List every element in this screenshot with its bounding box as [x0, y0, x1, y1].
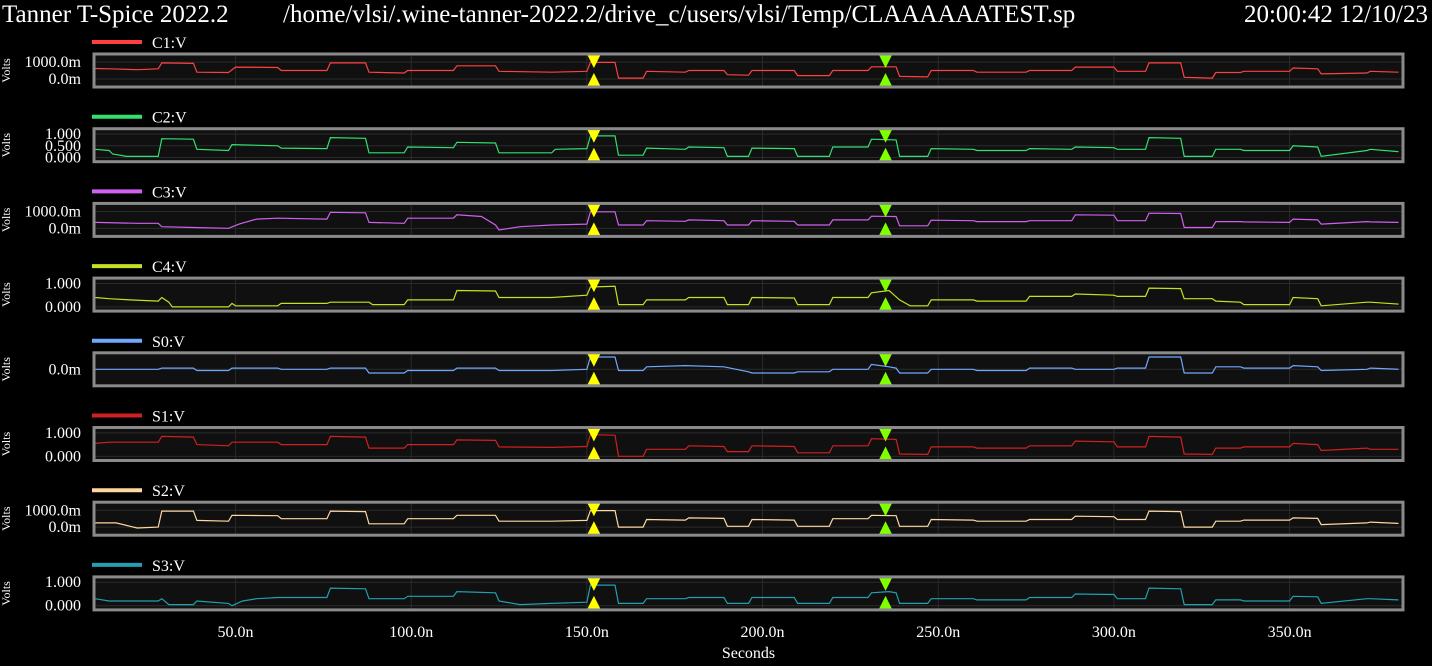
- cursor-marker-bottom: [878, 297, 893, 312]
- waveform-trace: [95, 510, 1399, 529]
- x-tick-label: 250.0n: [916, 624, 960, 641]
- cursor-marker-top: [878, 502, 893, 517]
- y-tick-label: 0.0m: [49, 361, 82, 378]
- waveform-trace: [94, 135, 1399, 158]
- y-tick-label: 1.000: [45, 425, 81, 442]
- cursor-marker-bottom: [878, 222, 893, 237]
- cursor-marker-top: [586, 427, 601, 442]
- y-axis-label: Volts: [0, 357, 13, 382]
- legend-label: S2:V: [152, 483, 185, 500]
- cursor-marker-bottom: [878, 446, 893, 461]
- y-axis-label: Volts: [0, 506, 13, 531]
- cursor-marker-top: [878, 576, 893, 591]
- y-tick-label: 1000.0m: [25, 502, 82, 519]
- cursor-marker-top: [586, 203, 601, 218]
- cursor-marker-bottom: [586, 297, 601, 312]
- y-tick-label: 0.000: [45, 598, 81, 615]
- x-axis-label: Seconds: [722, 645, 775, 662]
- cursor-marker-bottom: [586, 595, 601, 610]
- cursor-marker-bottom: [586, 446, 601, 461]
- x-tick-label: 350.0n: [1268, 624, 1312, 641]
- panel-frame: [92, 575, 1405, 612]
- panel-frame: [92, 52, 1405, 89]
- cursor-marker-top: [878, 352, 893, 367]
- x-tick-label: 100.0n: [389, 624, 433, 641]
- app-title: Tanner T-Spice 2022.2: [2, 1, 229, 28]
- waveform-trace: [94, 285, 1399, 308]
- panel-frame: [92, 426, 1405, 462]
- cursor-marker-top: [586, 278, 601, 293]
- panel-frame: [92, 201, 1405, 238]
- y-tick-label: 1.000: [45, 574, 81, 591]
- cursor-marker-bottom: [878, 371, 893, 386]
- cursor-marker-top: [878, 54, 893, 68]
- cursor-marker-top: [878, 278, 893, 293]
- y-tick-label: 0.000: [45, 150, 81, 167]
- waveform-trace: [94, 61, 1399, 79]
- panel-background: [95, 203, 1402, 237]
- legend-label: S0:V: [152, 334, 185, 351]
- cursor-marker-bottom: [586, 73, 601, 87]
- waveform-trace: [94, 584, 1399, 607]
- panel-frame: [92, 500, 1405, 537]
- cursor-marker-bottom: [878, 521, 893, 536]
- y-axis-label: Volts: [0, 282, 13, 307]
- cursor-marker-bottom: [878, 595, 893, 610]
- cursor-marker-top: [586, 576, 601, 591]
- y-tick-label: 0.000: [45, 448, 81, 465]
- cursor-marker-bottom: [586, 521, 601, 536]
- waveform-trace: [94, 434, 1399, 457]
- y-tick-label: 1.000: [45, 275, 81, 292]
- cursor-marker-bottom: [586, 371, 601, 386]
- panel-frame: [92, 127, 1405, 164]
- timestamp: 20:00:42 12/10/23: [1243, 1, 1428, 28]
- x-tick-label: 150.0n: [565, 624, 609, 641]
- cursor-marker-top: [586, 128, 601, 143]
- y-tick-label: 0.0m: [49, 519, 82, 536]
- cursor-marker-bottom: [878, 73, 893, 87]
- y-axis-label: Volts: [0, 133, 13, 158]
- y-tick-label: 0.0m: [49, 220, 82, 237]
- cursor-marker-top: [586, 502, 601, 517]
- legend-label: C4:V: [152, 259, 187, 276]
- y-tick-label: 0.500: [45, 138, 81, 155]
- cursor-marker-top: [586, 54, 601, 68]
- x-tick-label: 50.0n: [218, 624, 254, 641]
- y-axis-label: Volts: [0, 431, 13, 456]
- legend-label: S1:V: [152, 409, 185, 426]
- panel-frame: [92, 276, 1405, 313]
- cursor-marker-bottom: [878, 147, 893, 162]
- legend-label: S3:V: [152, 558, 185, 575]
- cursor-marker-top: [878, 203, 893, 218]
- y-tick-label: 0.000: [45, 299, 81, 316]
- cursor-marker-top: [586, 352, 601, 367]
- y-tick-label: 1.000: [45, 126, 81, 143]
- y-axis-label: Volts: [0, 207, 13, 232]
- cursor-marker-bottom: [586, 147, 601, 162]
- waveform-trace: [94, 211, 1399, 231]
- y-axis-label: Volts: [0, 581, 13, 606]
- cursor-marker-top: [878, 427, 893, 442]
- cursor-marker-bottom: [586, 222, 601, 237]
- panel-frame: [92, 351, 1405, 388]
- y-axis-label: Volts: [0, 58, 13, 83]
- x-tick-label: 200.0n: [741, 624, 785, 641]
- y-tick-label: 0.0m: [49, 71, 82, 88]
- cursor-marker-top: [878, 128, 893, 143]
- waveform-trace: [95, 356, 1399, 374]
- legend-label: C1:V: [152, 35, 187, 52]
- legend-label: C3:V: [152, 184, 187, 201]
- x-tick-label: 300.0n: [1092, 624, 1136, 641]
- file-path: /home/vlsi/.wine-tanner-2022.2/drive_c/u…: [283, 1, 1076, 28]
- y-tick-label: 1000.0m: [25, 203, 82, 220]
- legend-label: C2:V: [152, 110, 187, 127]
- y-tick-label: 1000.0m: [25, 54, 82, 71]
